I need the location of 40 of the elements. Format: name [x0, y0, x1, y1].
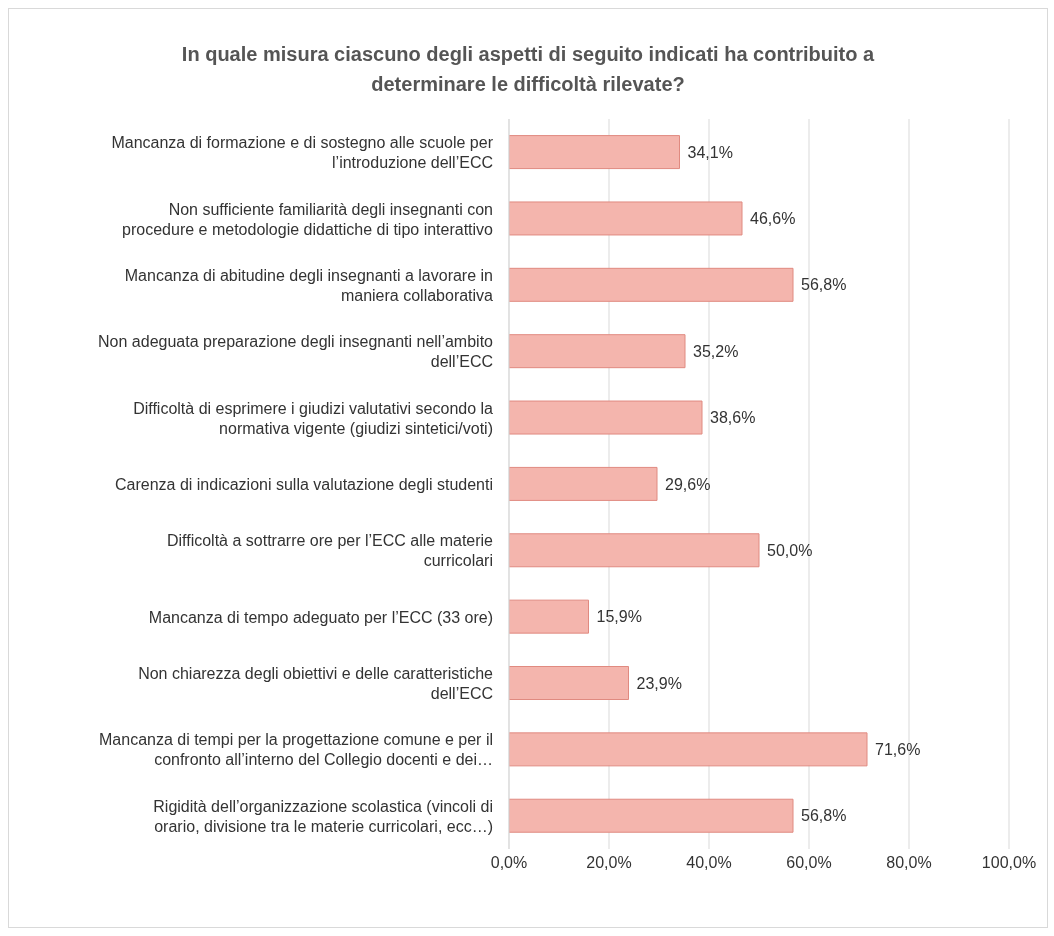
data-label: 34,1%	[687, 143, 733, 161]
y-tick-label: Non adeguata preparazione degli insegnanti nell’ambito dell’ECC	[98, 332, 494, 370]
x-tick-label: 20,0%	[586, 854, 632, 872]
bar	[509, 466, 658, 501]
y-tick-label: Mancanza di tempi per la progettazione comune e per il confronto all’interno del Collegio docenti e dei…	[99, 730, 493, 768]
bar	[509, 201, 743, 236]
data-label: 35,2%	[693, 342, 739, 360]
x-tick-label: 0,0%	[490, 854, 528, 872]
y-tick-label: Non sufficiente familiarità degli insegnanti con procedure e metodologie didattiche di tipo interattivo	[122, 200, 494, 238]
y-tick-label: Mancanza di tempo adeguato per l’ECC (33 ore)	[148, 608, 493, 626]
x-tick-label: 100,0%	[981, 854, 1037, 872]
bar	[509, 732, 868, 767]
chart-title: In quale misura ciascuno degli aspetti di seguito indicati ha contribuito a determinare le difficoltà rilevate?	[180, 42, 876, 97]
y-tick-label: Rigidità dell’organizzazione scolastica (vincoli di orario, divisione tra le materie curricolari, ecc…)	[153, 797, 493, 835]
x-tick-label: 60,0%	[786, 854, 832, 872]
bar	[509, 135, 680, 170]
data-label: 38,6%	[710, 409, 756, 427]
y-tick-label: Difficoltà a sottrarre ore per l’ECC alle materie curricolari	[166, 531, 494, 569]
y-tick-label: Difficoltà di esprimere i giudizi valutativi secondo la normativa vigente (giudizi sintetici/voti)	[133, 399, 494, 437]
x-tick-label: 80,0%	[886, 854, 932, 872]
y-tick-label: Non chiarezza degli obiettivi e delle caratteristiche dell’ECC	[138, 664, 494, 702]
data-label: 56,8%	[801, 807, 847, 825]
bar	[509, 599, 589, 634]
x-tick-label: 40,0%	[686, 854, 732, 872]
data-label: 71,6%	[875, 741, 921, 759]
data-label: 56,8%	[801, 276, 847, 294]
bar	[509, 334, 686, 369]
bar	[509, 666, 629, 700]
data-label: 15,9%	[596, 608, 642, 626]
bar	[509, 267, 794, 302]
data-label: 50,0%	[767, 541, 813, 559]
bar	[509, 798, 794, 833]
data-label: 29,6%	[665, 475, 711, 493]
data-label: 46,6%	[750, 210, 796, 228]
data-label: 23,9%	[636, 674, 682, 692]
y-tick-label: Mancanza di formazione e di sostegno alle scuole per l’introduzione dell’ECC	[111, 133, 494, 171]
bar	[509, 533, 760, 568]
y-tick-label: Carenza di indicazioni sulla valutazione degli studenti	[114, 475, 493, 493]
y-tick-label: Mancanza di abitudine degli insegnanti a lavorare in maniera collaborativa	[124, 266, 494, 304]
bar	[509, 400, 703, 435]
